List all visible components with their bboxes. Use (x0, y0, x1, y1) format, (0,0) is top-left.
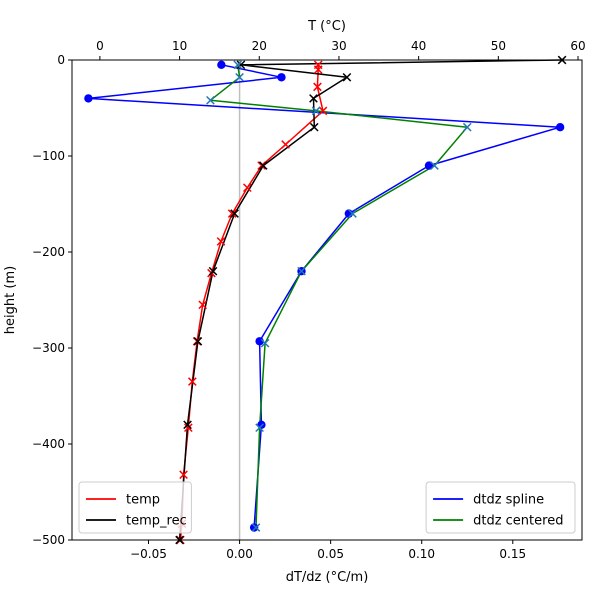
data-point-temp (198, 300, 208, 310)
series-line-dtdz-centered (209, 64, 468, 528)
data-point-temp-rec (193, 336, 203, 346)
legend-label-temp: temp (126, 493, 160, 508)
y-tick-label: −100 (32, 149, 65, 163)
data-point-temp (227, 209, 237, 218)
data-point-dtdz-centered (311, 106, 321, 116)
data-point-temp-rec (236, 60, 246, 70)
bottom-axis-label: dT/dz (°C/m) (286, 570, 369, 585)
data-point-temp (179, 470, 188, 480)
y-tick-label: −200 (32, 245, 65, 259)
data-point-temp (318, 106, 328, 116)
data-point-temp (187, 377, 197, 386)
series-line-temp-rec (178, 59, 563, 541)
data-point-dtdz-spline (277, 73, 286, 82)
top-axis-label: T (°C) (307, 19, 346, 34)
top-tick-label: 60 (570, 39, 585, 53)
bottom-tick-label: 0.15 (499, 547, 526, 561)
top-tick-label: 20 (252, 39, 267, 53)
data-point-temp-rec (258, 161, 268, 170)
data-point-temp-rec (342, 72, 352, 82)
data-point-dtdz-spline (84, 94, 93, 103)
data-point-temp (313, 65, 323, 74)
data-point-dtdz-centered (430, 161, 439, 170)
y-tick-label: −300 (32, 341, 65, 355)
legend-label-dtdz-spline: dtdz spline (473, 493, 544, 508)
data-point-dtdz-centered (235, 72, 244, 82)
data-point-temp (313, 82, 322, 92)
data-point-temp-rec (309, 94, 318, 103)
legend-label-dtdz-centered: dtdz centered (473, 514, 563, 529)
bottom-tick-label: −0.05 (130, 547, 167, 561)
top-tick-label: 0 (96, 39, 104, 53)
y-tick-label: −400 (32, 437, 65, 451)
legend-box (425, 481, 576, 534)
data-point-temp-rec (309, 122, 319, 132)
data-point-dtdz-spline (555, 123, 565, 132)
bottom-tick-label: 0.05 (317, 547, 344, 561)
series-line-dtdz-spline (87, 64, 561, 528)
data-point-temp (257, 161, 266, 170)
data-point-temp (242, 183, 252, 193)
data-point-temp-rec (183, 420, 192, 430)
top-tick-label: 10 (172, 39, 187, 53)
bottom-tick-label: 0.00 (226, 547, 253, 561)
top-tick-label: 40 (411, 39, 426, 53)
data-point-dtdz-spline (217, 60, 226, 69)
data-point-dtdz-centered (206, 95, 215, 105)
y-tick-label: −500 (32, 533, 65, 547)
data-point-dtdz-centered (260, 338, 270, 348)
y-axis-label: height (m) (3, 266, 18, 334)
data-point-dtdz-centered (297, 266, 306, 276)
plot-frame (71, 59, 583, 541)
data-point-dtdz-centered (255, 423, 264, 433)
data-point-dtdz-spline (424, 161, 434, 170)
legend-label-temp-rec: temp_rec (126, 514, 187, 529)
top-tick-label: 30 (331, 39, 346, 53)
data-point-dtdz-centered (462, 122, 472, 132)
data-point-temp (281, 140, 290, 149)
data-point-temp (216, 237, 226, 246)
data-point-dtdz-centered (348, 209, 357, 218)
data-point-dtdz-centered (251, 523, 261, 532)
y-tick-label: 0 (57, 53, 65, 67)
data-point-dtdz-spline (249, 523, 259, 532)
data-point-dtdz-centered (233, 60, 243, 70)
bottom-tick-label: 0.10 (408, 547, 435, 561)
data-point-temp-rec (230, 209, 239, 218)
data-point-temp (184, 423, 193, 433)
data-point-temp-rec (208, 266, 218, 276)
top-tick-label: 50 (491, 39, 506, 53)
